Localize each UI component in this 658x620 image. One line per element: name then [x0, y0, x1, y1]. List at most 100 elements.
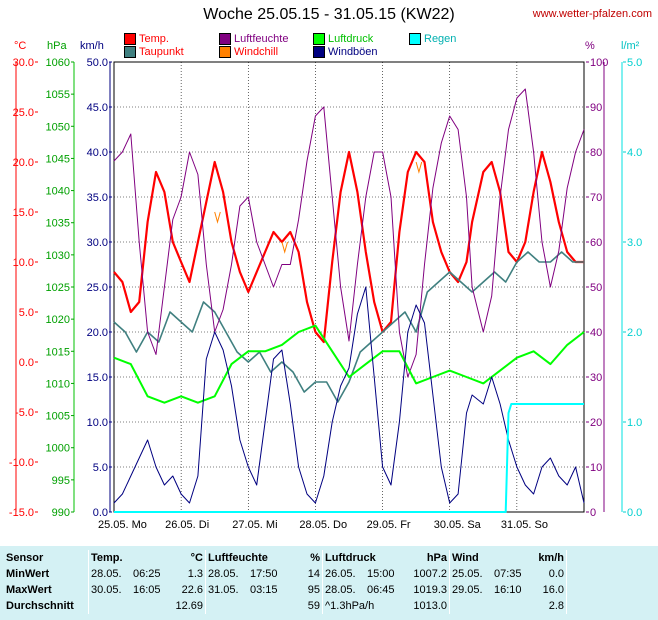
- legend-swatch-pressure: [313, 33, 325, 45]
- pressure-tick-label: 1030: [46, 250, 70, 262]
- wind-tick-label: 10.0: [87, 417, 108, 429]
- rain-tick-label: 5.0: [627, 57, 642, 69]
- stats-row-min: MinWert 28.05. 06:25 1.3 28.05. 17:50 14…: [4, 566, 651, 582]
- wind-tick-label: 30.0: [87, 237, 108, 249]
- series-line-windchill: [281, 241, 288, 254]
- stats-cell: [205, 598, 248, 614]
- legend-swatch-rain: [409, 33, 421, 45]
- rain-tick-label: 0.0: [627, 507, 642, 519]
- pressure-tick-label: 1045: [46, 153, 70, 165]
- pressure-tick-label: 1035: [46, 218, 70, 230]
- pressure-tick-label: 995: [52, 475, 70, 487]
- stats-cell: 2.8: [548, 600, 564, 612]
- stats-row-label: MinWert: [6, 568, 50, 580]
- wind-tick-label: 25.0: [87, 282, 108, 294]
- pressure-tick-label: 1050: [46, 121, 70, 133]
- humidity-tick-label: 70: [590, 192, 602, 204]
- temp-tick-label: 0.0: [19, 357, 34, 369]
- pressure-tick-label: 1040: [46, 186, 70, 198]
- wind-tick-label: 15.0: [87, 372, 108, 384]
- day-label: 30.05. Sa: [434, 519, 482, 531]
- temp-tick-label: 5.0: [19, 307, 34, 319]
- stats-header-temp-unit: °C: [190, 552, 203, 564]
- stats-cell: 59: [307, 600, 320, 612]
- pressure-tick-label: 1000: [46, 443, 70, 455]
- chart-title: Woche 25.05.15 - 31.05.15 (KW22): [203, 6, 455, 23]
- legend-swatch-humidity: [219, 33, 231, 45]
- stats-spacer: [566, 598, 651, 614]
- stats-cell: 28.05.: [88, 566, 131, 582]
- stats-cell: ^1.3hPa/h: [322, 598, 405, 614]
- humidity-tick-label: 40: [590, 327, 602, 339]
- stats-header-row: Sensor Temp. °C Luftfeuchte % Luftdruck …: [4, 550, 651, 566]
- statistics-panel: Sensor Temp. °C Luftfeuchte % Luftdruck …: [0, 546, 658, 620]
- legend-swatch-dewpoint: [124, 46, 136, 58]
- humidity-unit-label: %: [585, 40, 595, 52]
- stats-cell: 06:25: [133, 568, 161, 580]
- rain-tick-label: 4.0: [627, 147, 642, 159]
- stats-header-sensor: Sensor: [6, 552, 44, 564]
- stats-cell: 12.69: [175, 600, 203, 612]
- stats-cell: 22.6: [181, 584, 203, 596]
- stats-cell: 14: [307, 568, 320, 580]
- stats-cell: 17:50: [250, 568, 278, 580]
- series-line-windchill: [415, 161, 423, 174]
- humidity-tick-label: 100: [590, 57, 608, 69]
- stats-cell: 1007.2: [413, 568, 447, 580]
- humidity-tick-label: 90: [590, 102, 602, 114]
- stats-cell: [449, 598, 492, 614]
- rain-unit-label: l/m²: [621, 40, 640, 52]
- stats-cell: 15:00: [367, 568, 395, 580]
- rain-tick-label: 2.0: [627, 327, 642, 339]
- pressure-unit-label: hPa: [47, 40, 67, 52]
- statistics-table: Sensor Temp. °C Luftfeuchte % Luftdruck …: [4, 550, 651, 614]
- pressure-tick-label: 1010: [46, 378, 70, 390]
- temp-tick-label: 30.0: [13, 57, 34, 69]
- stats-header-press: Luftdruck: [322, 550, 405, 566]
- stats-spacer: [566, 566, 651, 582]
- stats-header-hum-unit: %: [310, 552, 320, 564]
- humidity-tick-label: 0: [590, 507, 596, 519]
- day-label: 31.05. So: [501, 519, 548, 531]
- stats-cell: 06:45: [367, 584, 395, 596]
- stats-cell: 28.05.: [205, 566, 248, 582]
- stats-spacer: [566, 550, 651, 566]
- stats-cell: [131, 598, 171, 614]
- legend-swatch-windchill: [219, 46, 231, 58]
- stats-cell: 26.05.: [322, 566, 365, 582]
- stats-header-wind: Wind: [449, 550, 532, 566]
- stats-row-max: MaxWert 30.05. 16:05 22.6 31.05. 03:15 9…: [4, 582, 651, 598]
- stats-cell: [248, 598, 288, 614]
- stats-cell: 1013.0: [413, 600, 447, 612]
- site-link[interactable]: www.wetter-pfalzen.com: [532, 8, 652, 20]
- stats-header-hum: Luftfeuchte: [205, 550, 288, 566]
- stats-cell: 30.05.: [88, 582, 131, 598]
- rain-tick-label: 1.0: [627, 417, 642, 429]
- pressure-tick-label: 1015: [46, 346, 70, 358]
- pressure-tick-label: 1025: [46, 282, 70, 294]
- temp-tick-label: 20.0: [13, 157, 34, 169]
- stats-cell: 28.05.: [322, 582, 365, 598]
- pressure-tick-label: 1060: [46, 57, 70, 69]
- humidity-tick-label: 50: [590, 282, 602, 294]
- wind-tick-label: 40.0: [87, 147, 108, 159]
- wind-tick-label: 35.0: [87, 192, 108, 204]
- stats-cell: 95: [307, 584, 320, 596]
- stats-cell: 0.0: [548, 568, 564, 580]
- stats-header-wind-unit: km/h: [538, 552, 564, 564]
- series-line-taupunkt: [113, 251, 584, 403]
- stats-cell: [492, 598, 532, 614]
- legend-label-pressure: Luftdruck: [328, 33, 374, 45]
- stats-header-temp: Temp.: [88, 550, 171, 566]
- legend-swatch-gusts: [313, 46, 325, 58]
- legend-label-humidity: Luftfeuchte: [234, 33, 289, 45]
- pressure-tick-label: 990: [52, 507, 70, 519]
- wind-tick-label: 20.0: [87, 327, 108, 339]
- stats-cell: 16:05: [133, 584, 161, 596]
- legend-swatch-temp: [124, 33, 136, 45]
- stats-cell: [88, 598, 131, 614]
- day-label: 26.05. Di: [165, 519, 209, 531]
- stats-row-avg: Durchschnitt 12.69 59 ^1.3hPa/h 1013.0 2…: [4, 598, 651, 614]
- stats-cell: 1019.3: [413, 584, 447, 596]
- pressure-tick-label: 1055: [46, 89, 70, 101]
